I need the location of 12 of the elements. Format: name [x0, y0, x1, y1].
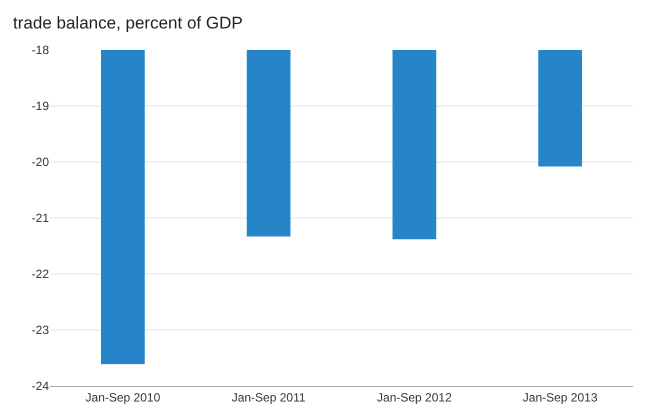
x-tick-label: Jan-Sep 2013 — [522, 390, 598, 404]
chart-title: trade balance, percent of GDP — [13, 14, 243, 33]
y-tick-label: -18 — [32, 43, 50, 58]
y-tick-label: -22 — [32, 267, 50, 282]
y-tick-label: -19 — [32, 99, 50, 114]
y-tick-label: -23 — [32, 323, 50, 338]
y-tick-label: -21 — [32, 211, 50, 226]
x-tick-label: Jan-Sep 2011 — [232, 390, 306, 404]
y-tick-label: -20 — [32, 155, 50, 170]
x-tick-label: Jan-Sep 2010 — [86, 390, 161, 404]
x-tick-label: Jan-Sep 2012 — [377, 390, 452, 404]
y-tick-label: -24 — [32, 379, 50, 394]
